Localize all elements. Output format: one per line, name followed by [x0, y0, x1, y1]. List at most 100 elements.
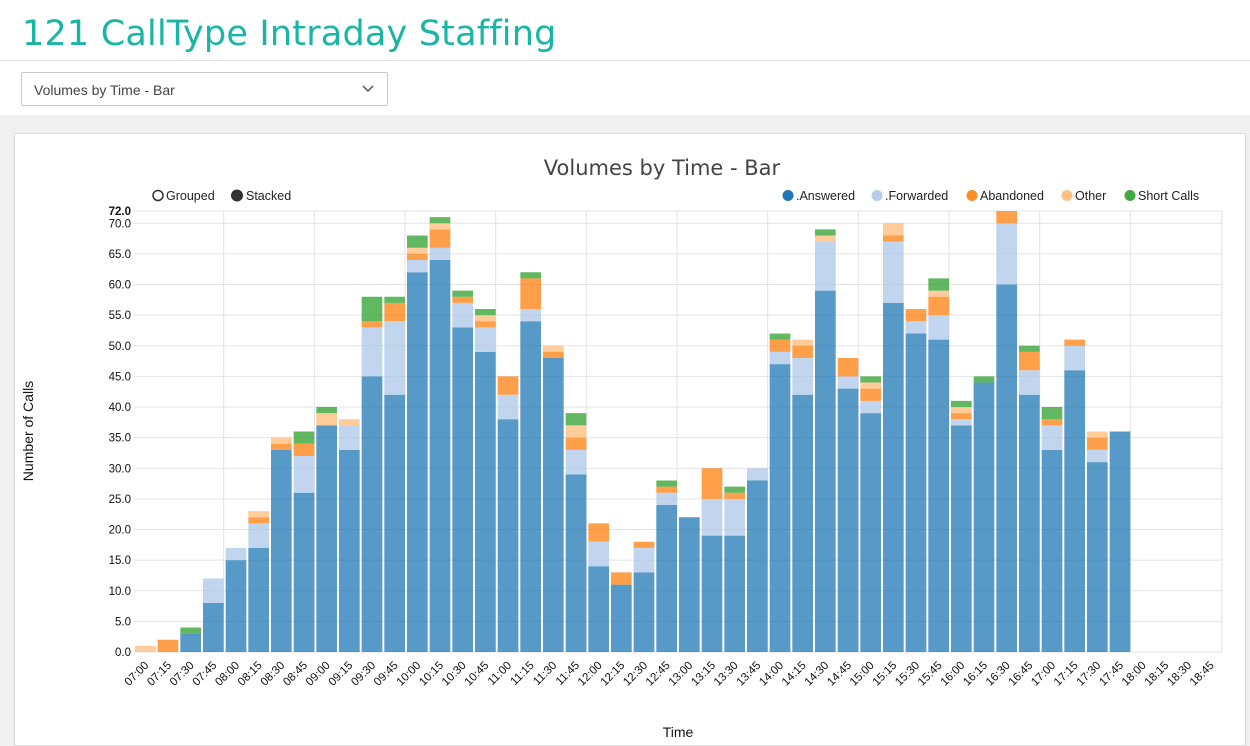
- legend-label[interactable]: Abandoned: [980, 189, 1044, 203]
- bar-segment-answered[interactable]: [1109, 431, 1131, 653]
- bar-segment-answered[interactable]: [905, 333, 927, 653]
- bar-segment-short-calls[interactable]: [1041, 407, 1063, 420]
- bar-segment-short-calls[interactable]: [316, 407, 337, 414]
- bar-segment-other[interactable]: [135, 645, 156, 652]
- bar-segment-forwarded[interactable]: [701, 498, 723, 536]
- bar-segment-forwarded[interactable]: [1019, 370, 1040, 395]
- bar-segment-short-calls[interactable]: [860, 376, 881, 383]
- bar-segment-abandoned[interactable]: [837, 358, 859, 377]
- bar-segment-answered[interactable]: [497, 419, 519, 652]
- bar-segment-other[interactable]: [928, 290, 949, 297]
- bar-segment-short-calls[interactable]: [928, 278, 949, 291]
- bar-segment-answered[interactable]: [928, 339, 949, 652]
- bar-segment-short-calls[interactable]: [973, 376, 995, 383]
- bar-segment-forwarded[interactable]: [361, 327, 383, 377]
- bar-segment-answered[interactable]: [1019, 394, 1040, 652]
- bar-segment-abandoned[interactable]: [452, 296, 473, 303]
- bar-segment-forwarded[interactable]: [883, 241, 904, 303]
- bar-segment-answered[interactable]: [452, 327, 473, 652]
- bar-segment-abandoned[interactable]: [656, 486, 677, 493]
- bar-segment-abandoned[interactable]: [724, 492, 745, 499]
- bar-segment-answered[interactable]: [656, 505, 677, 652]
- bar-segment-answered[interactable]: [701, 535, 723, 652]
- bar-segment-forwarded[interactable]: [588, 541, 609, 567]
- bar-segment-answered[interactable]: [815, 290, 836, 652]
- mode-grouped-toggle[interactable]: Grouped: [152, 189, 215, 203]
- bar-segment-answered[interactable]: [747, 480, 768, 653]
- bar-segment-short-calls[interactable]: [429, 217, 451, 224]
- bar-segment-short-calls[interactable]: [769, 333, 791, 340]
- bar-segment-forwarded[interactable]: [339, 425, 360, 450]
- bar-segment-answered[interactable]: [837, 388, 859, 652]
- bar-segment-abandoned[interactable]: [633, 541, 655, 548]
- bar-segment-answered[interactable]: [611, 584, 632, 652]
- bar-segment-forwarded[interactable]: [520, 309, 541, 322]
- bar-segment-abandoned[interactable]: [701, 468, 723, 499]
- bar-segment-forwarded[interactable]: [497, 394, 519, 420]
- bar-segment-forwarded[interactable]: [293, 456, 315, 493]
- bar-segment-other[interactable]: [792, 339, 813, 346]
- bar-segment-abandoned[interactable]: [384, 302, 405, 322]
- grouped-radio-icon[interactable]: [152, 189, 164, 202]
- bar-segment-answered[interactable]: [724, 535, 745, 652]
- bar-segment-forwarded[interactable]: [225, 547, 247, 561]
- bar-segment-abandoned[interactable]: [1041, 419, 1063, 426]
- mode-stacked-toggle[interactable]: Stacked: [231, 189, 292, 203]
- bar-segment-forwarded[interactable]: [248, 523, 269, 548]
- bar-segment-other[interactable]: [815, 235, 836, 242]
- bar-segment-short-calls[interactable]: [361, 296, 383, 322]
- bar-segment-forwarded[interactable]: [1087, 449, 1108, 463]
- bar-segment-answered[interactable]: [1087, 462, 1108, 652]
- bar-segment-other[interactable]: [407, 247, 428, 254]
- bar-segment-answered[interactable]: [339, 449, 360, 652]
- bar-segment-other[interactable]: [271, 437, 292, 444]
- bar-segment-abandoned[interactable]: [611, 572, 632, 585]
- legend-label[interactable]: Other: [1075, 189, 1106, 203]
- bar-segment-forwarded[interactable]: [724, 498, 745, 536]
- bar-segment-other[interactable]: [316, 413, 337, 426]
- bar-segment-other[interactable]: [860, 382, 881, 389]
- stacked-label[interactable]: Stacked: [246, 189, 291, 203]
- bar-segment-answered[interactable]: [407, 272, 428, 652]
- bar-segment-other[interactable]: [951, 407, 972, 414]
- bar-segment-abandoned[interactable]: [271, 443, 292, 450]
- bar-segment-answered[interactable]: [429, 260, 451, 652]
- legend-label[interactable]: .Answered: [796, 189, 855, 203]
- bar-segment-short-calls[interactable]: [384, 296, 405, 303]
- bar-segment-short-calls[interactable]: [180, 627, 201, 634]
- bar-segment-answered[interactable]: [316, 425, 337, 652]
- legend-swatch[interactable]: [966, 190, 978, 201]
- bar-segment-forwarded[interactable]: [384, 321, 405, 395]
- bar-segment-answered[interactable]: [996, 284, 1017, 653]
- bar-segment-answered[interactable]: [293, 492, 315, 652]
- bar-segment-answered[interactable]: [225, 560, 247, 652]
- bar-segment-other[interactable]: [429, 223, 451, 230]
- bar-segment-abandoned[interactable]: [157, 639, 179, 652]
- legend-swatch[interactable]: [1061, 190, 1073, 201]
- legend-swatch[interactable]: [1124, 190, 1136, 201]
- bar-segment-answered[interactable]: [633, 572, 655, 652]
- bar-segment-abandoned[interactable]: [905, 309, 927, 322]
- bar-segment-other[interactable]: [248, 511, 269, 518]
- bar-segment-forwarded[interactable]: [203, 578, 224, 604]
- bar-segment-short-calls[interactable]: [293, 431, 315, 444]
- bar-segment-other[interactable]: [565, 425, 587, 438]
- legend-swatch[interactable]: [871, 190, 883, 201]
- bar-segment-forwarded[interactable]: [429, 247, 451, 260]
- bar-segment-abandoned[interactable]: [407, 253, 428, 260]
- bar-segment-answered[interactable]: [384, 394, 405, 652]
- bar-segment-abandoned[interactable]: [361, 321, 383, 328]
- bar-segment-forwarded[interactable]: [837, 376, 859, 389]
- bar-segment-abandoned[interactable]: [1019, 351, 1040, 371]
- bar-segment-short-calls[interactable]: [565, 413, 587, 426]
- legend-item[interactable]: .Answered: [782, 189, 856, 203]
- bar-segment-short-calls[interactable]: [520, 272, 541, 279]
- view-select-dropdown[interactable]: Volumes by Time - Bar: [21, 72, 388, 106]
- legend-item[interactable]: Abandoned: [966, 189, 1045, 203]
- bar-segment-other[interactable]: [475, 315, 496, 322]
- bar-segment-answered[interactable]: [565, 474, 587, 652]
- bar-segment-answered[interactable]: [361, 376, 383, 652]
- bar-segment-abandoned[interactable]: [475, 321, 496, 328]
- bar-segment-forwarded[interactable]: [905, 321, 927, 334]
- bar-segment-forwarded[interactable]: [928, 315, 949, 340]
